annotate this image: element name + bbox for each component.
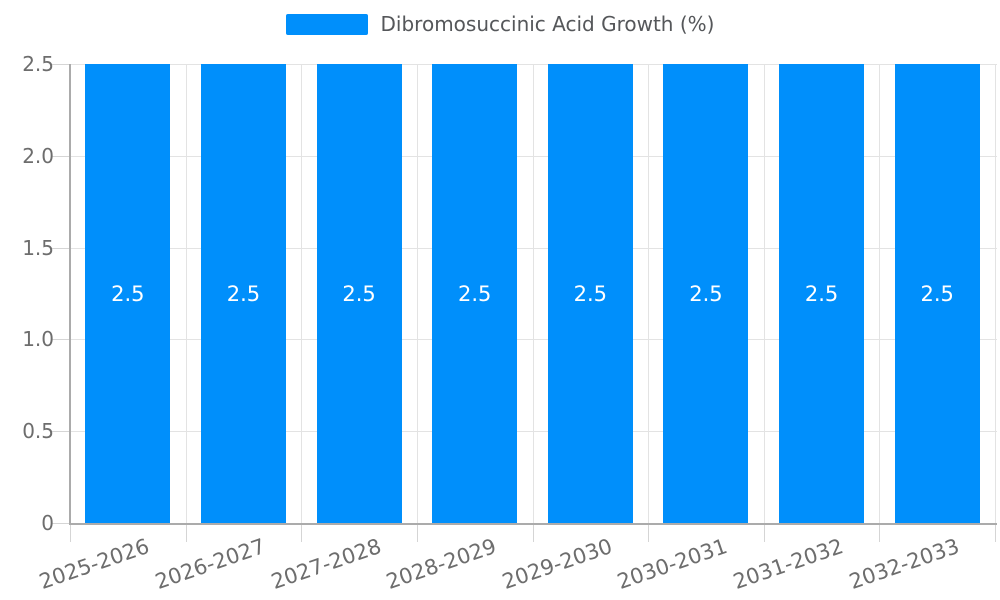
x-axis-tick xyxy=(416,523,418,542)
bar: 2.5 xyxy=(432,64,518,523)
y-tick-label: 2.0 xyxy=(22,143,54,168)
bar-value-label: 2.5 xyxy=(111,281,145,306)
gridline-vertical xyxy=(763,64,765,523)
y-axis-tick xyxy=(52,155,70,157)
x-axis-tick xyxy=(70,523,71,542)
bar-value-label: 2.5 xyxy=(689,281,723,306)
bar: 2.5 xyxy=(316,64,402,523)
gridline-vertical xyxy=(416,64,418,523)
bar: 2.5 xyxy=(663,64,749,523)
y-tick-label: 1.5 xyxy=(22,235,54,260)
y-axis-tick xyxy=(52,247,70,249)
x-axis-tick xyxy=(763,523,765,542)
gridline-vertical xyxy=(648,64,650,523)
gridline-vertical xyxy=(185,64,187,523)
gridline-vertical xyxy=(879,64,881,523)
x-tick-label: 2032-2033 xyxy=(845,534,963,594)
x-axis-tick xyxy=(995,523,996,542)
x-axis-tick xyxy=(532,523,534,542)
bar-value-label: 2.5 xyxy=(804,281,839,306)
x-tick-label: 2029-2030 xyxy=(499,534,616,594)
y-tick-label: 0 xyxy=(41,511,54,535)
bar-value-label: 2.5 xyxy=(226,281,261,306)
y-tick-label: 1.0 xyxy=(22,327,54,352)
bar-value-label: 2.5 xyxy=(457,281,492,306)
bar: 2.5 xyxy=(779,64,865,523)
x-tick-label: 2030-2031 xyxy=(614,534,731,594)
gridline-horizontal xyxy=(70,247,997,249)
y-axis-tick xyxy=(52,64,70,65)
gridline-horizontal xyxy=(70,339,997,341)
y-tick-label: 2.5 xyxy=(22,52,54,76)
y-axis-line xyxy=(69,64,71,525)
bar-value-label: 2.5 xyxy=(920,281,954,306)
x-tick-label: 2028-2029 xyxy=(383,534,500,594)
gridline-horizontal xyxy=(70,431,997,433)
gridline-vertical xyxy=(532,64,534,523)
bar-value-label: 2.5 xyxy=(573,281,608,306)
x-axis-tick xyxy=(879,523,881,542)
x-tick-label: 2027-2028 xyxy=(267,534,384,594)
gridline-vertical xyxy=(301,64,303,523)
legend-swatch xyxy=(285,13,368,35)
bar: 2.5 xyxy=(85,64,171,523)
bar: 2.5 xyxy=(894,64,980,523)
gridline-vertical xyxy=(995,64,996,523)
bar-value-label: 2.5 xyxy=(342,281,376,306)
bar: 2.5 xyxy=(200,64,286,523)
x-tick-label: 2031-2032 xyxy=(730,534,847,594)
x-axis-tick xyxy=(301,523,303,542)
x-axis-tick xyxy=(648,523,650,542)
legend-label: Dibromosuccinic Acid Growth (%) xyxy=(380,12,715,36)
y-axis-tick xyxy=(52,523,70,524)
x-axis-line xyxy=(70,523,997,525)
x-axis-tick xyxy=(185,523,187,542)
gridline-horizontal xyxy=(70,64,997,65)
bar: 2.5 xyxy=(547,64,633,523)
y-tick-label: 0.5 xyxy=(22,419,54,444)
y-axis-tick xyxy=(52,339,70,341)
x-tick-label: 2026-2027 xyxy=(152,534,269,594)
x-tick-label: 2025-2026 xyxy=(36,534,153,594)
chart-legend[interactable]: Dibromosuccinic Acid Growth (%) xyxy=(0,12,1000,36)
y-axis-tick xyxy=(52,431,70,433)
gridline-horizontal xyxy=(70,155,997,157)
